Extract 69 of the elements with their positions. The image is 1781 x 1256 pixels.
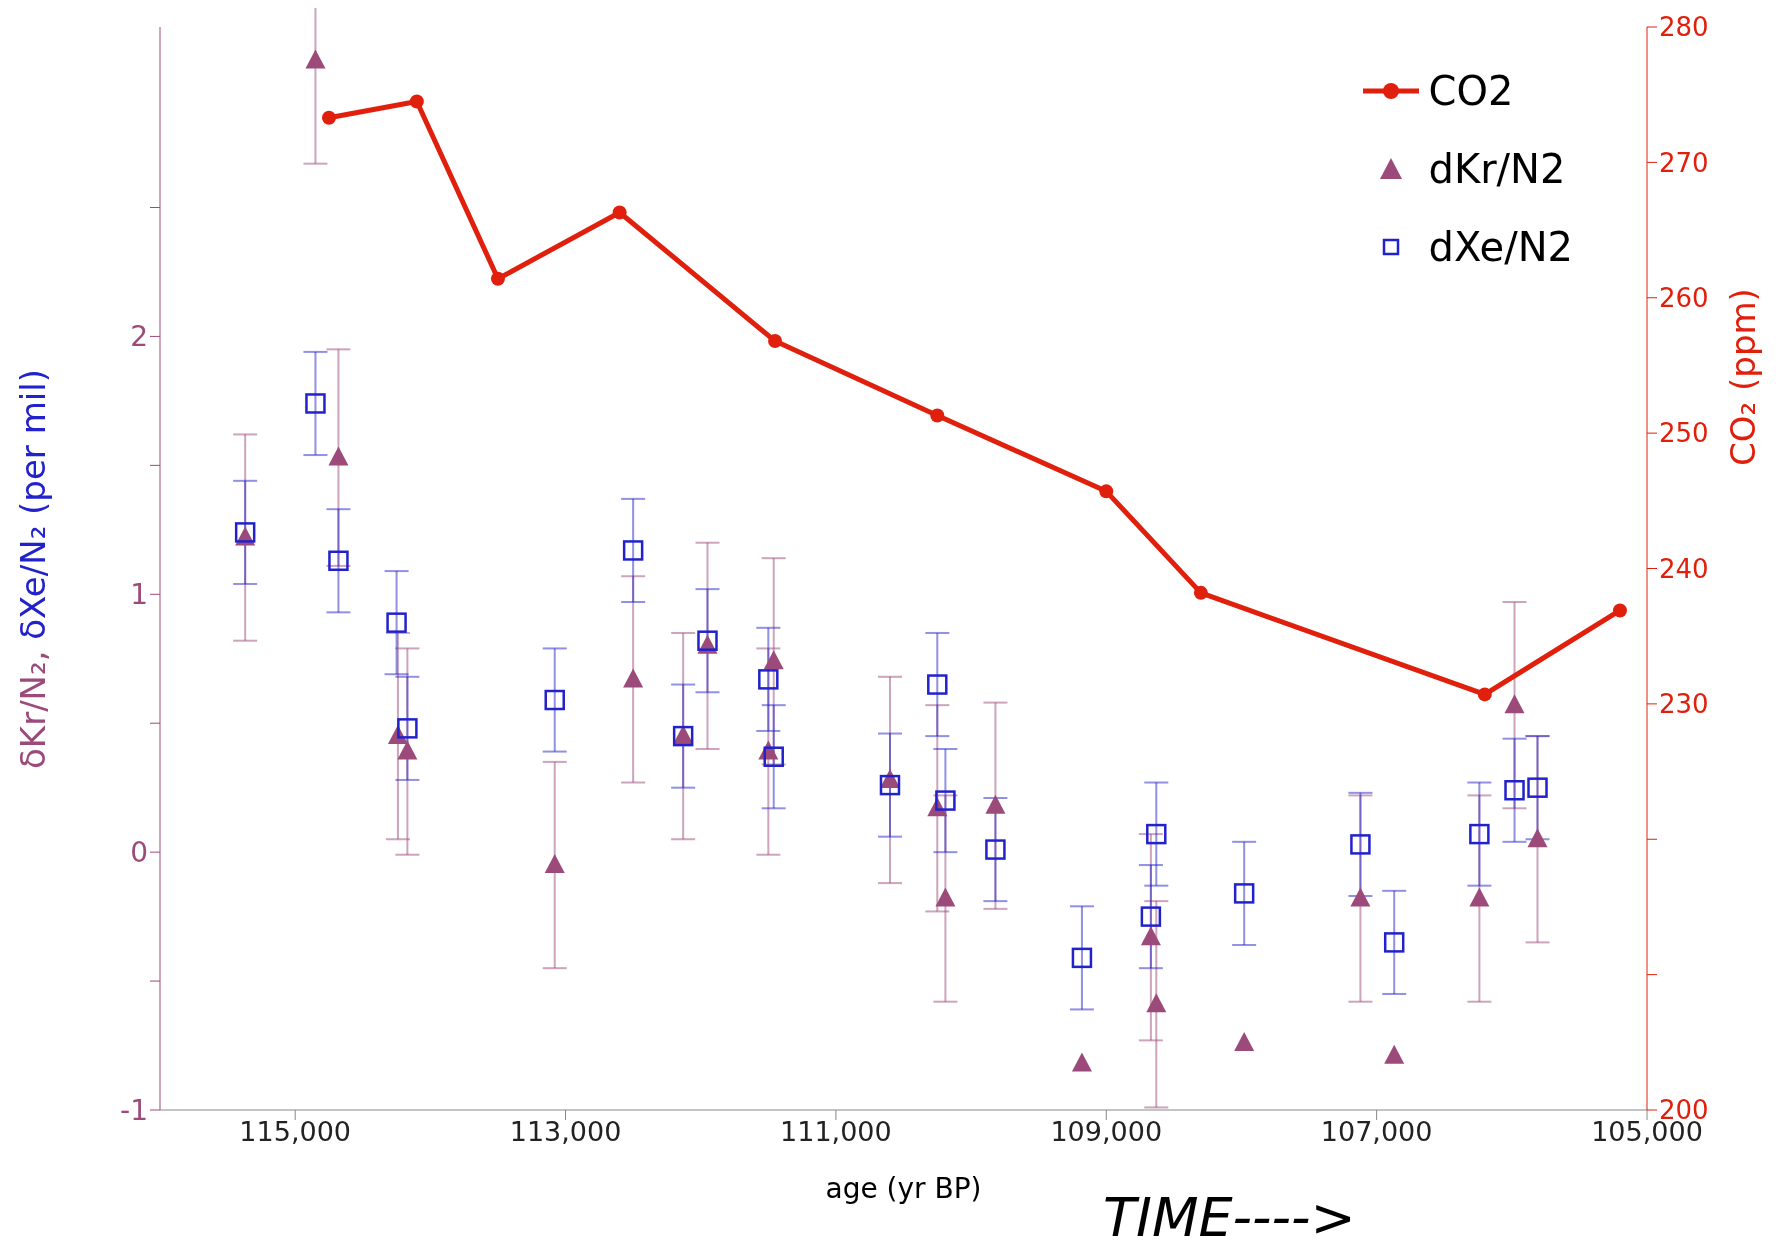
point bbox=[1383, 932, 1405, 953]
point bbox=[1504, 694, 1525, 714]
y2-tick-label: 250 bbox=[1659, 418, 1709, 449]
point bbox=[305, 393, 326, 414]
point bbox=[1469, 823, 1490, 845]
point bbox=[927, 674, 948, 695]
point bbox=[490, 271, 505, 286]
point bbox=[935, 790, 956, 811]
point bbox=[1612, 603, 1627, 618]
point bbox=[544, 854, 565, 874]
legend-label: CO2 bbox=[1428, 68, 1514, 114]
point bbox=[935, 887, 956, 907]
point bbox=[409, 94, 424, 109]
point bbox=[763, 746, 784, 767]
point bbox=[397, 718, 418, 739]
point bbox=[1099, 484, 1114, 499]
point bbox=[1146, 823, 1167, 845]
x-tick-label: 115,000 bbox=[239, 1116, 352, 1148]
y-tick-label: -1 bbox=[120, 1093, 148, 1127]
legend-label: dXe/N2 bbox=[1428, 224, 1573, 270]
point bbox=[1350, 887, 1371, 907]
point bbox=[305, 49, 326, 69]
x-tick-label: 113,000 bbox=[509, 1116, 622, 1148]
point bbox=[1504, 780, 1525, 801]
y-tick-label: 1 bbox=[130, 578, 148, 612]
y-axis-title: δKr/N₂, δXe/N₂ (per mil) bbox=[13, 368, 53, 769]
point bbox=[758, 669, 779, 690]
x-tick-label: 111,000 bbox=[780, 1116, 892, 1148]
x-tick-label: 109,000 bbox=[1050, 1116, 1163, 1148]
point bbox=[1384, 1044, 1405, 1064]
point bbox=[1350, 834, 1371, 855]
point bbox=[930, 408, 945, 423]
point bbox=[879, 774, 901, 796]
point bbox=[1071, 1052, 1092, 1072]
point bbox=[768, 334, 783, 349]
y2-tick-label: 240 bbox=[1659, 553, 1709, 584]
point bbox=[321, 110, 336, 125]
point bbox=[985, 794, 1006, 814]
y-tick-label: 0 bbox=[130, 836, 148, 870]
point bbox=[544, 689, 565, 711]
y2-tick-label: 280 bbox=[1659, 12, 1709, 43]
point bbox=[623, 668, 644, 688]
point bbox=[1477, 687, 1492, 702]
point bbox=[985, 839, 1006, 860]
point bbox=[763, 650, 784, 670]
point bbox=[328, 446, 349, 466]
point bbox=[622, 540, 644, 561]
point bbox=[1140, 906, 1162, 927]
point bbox=[1234, 1031, 1255, 1051]
point bbox=[612, 205, 627, 220]
y-tick-label: 2 bbox=[130, 320, 148, 354]
x-tick-label: 107,000 bbox=[1320, 1116, 1433, 1148]
text: TIME----> bbox=[1103, 1186, 1356, 1249]
point bbox=[397, 740, 418, 760]
x-axis-title: age (yr BP) bbox=[825, 1172, 982, 1205]
point bbox=[1146, 993, 1167, 1013]
y2-tick-label: 260 bbox=[1659, 282, 1709, 313]
y2-axis-title: CO₂ (ppm) bbox=[1723, 288, 1764, 466]
point bbox=[1140, 926, 1161, 946]
y2-tick-label: 230 bbox=[1659, 689, 1709, 720]
point bbox=[386, 612, 407, 633]
point bbox=[328, 550, 349, 572]
point bbox=[1527, 777, 1548, 798]
legend-label: dKr/N2 bbox=[1428, 146, 1566, 192]
point bbox=[1233, 883, 1255, 904]
y2-tick-label: 270 bbox=[1659, 147, 1709, 178]
point bbox=[1469, 887, 1490, 907]
point bbox=[1071, 947, 1093, 969]
point bbox=[1193, 585, 1208, 600]
